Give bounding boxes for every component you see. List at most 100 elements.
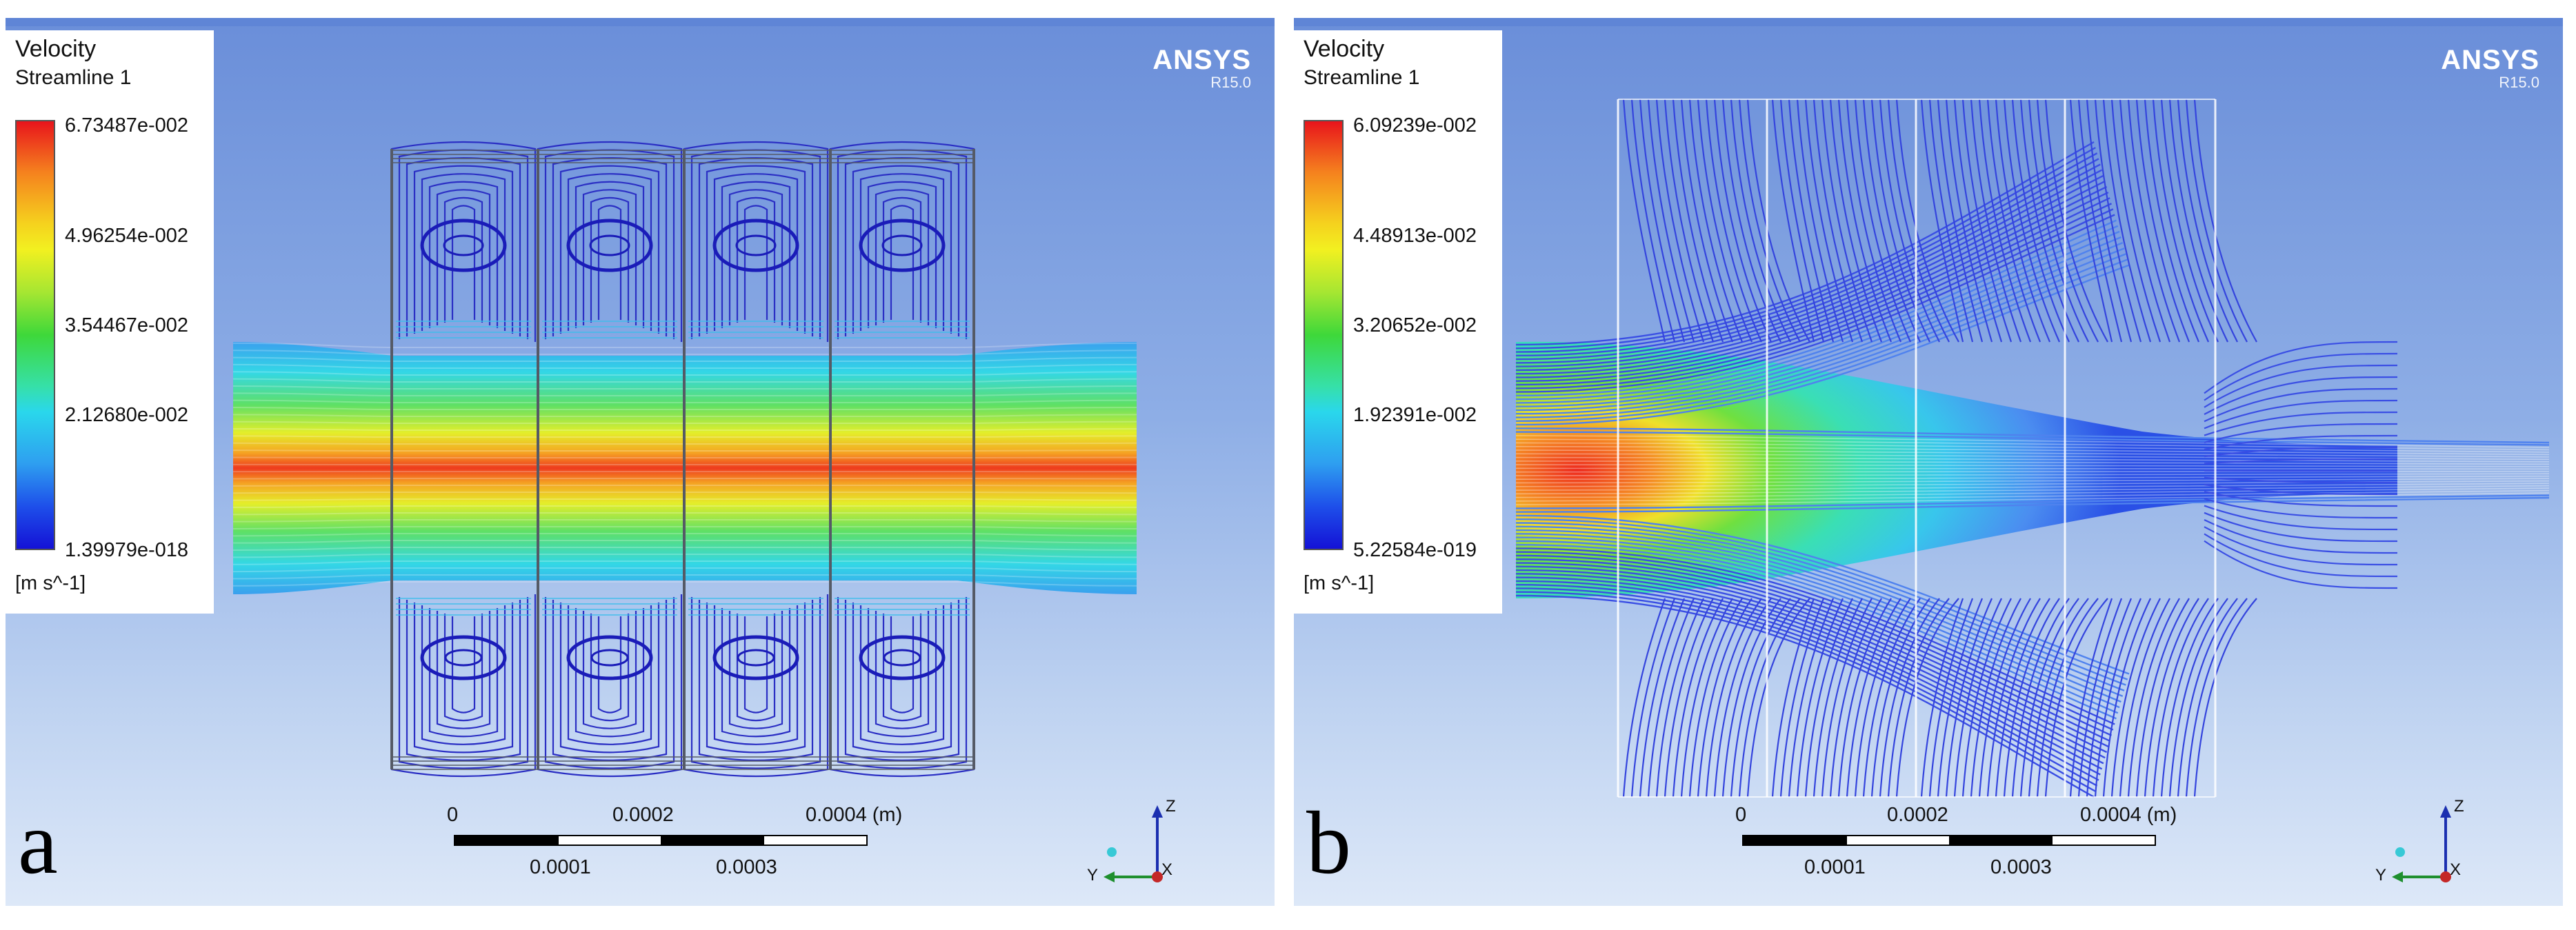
color-scale-bar xyxy=(15,120,55,550)
streamline-plot-b xyxy=(1515,99,2550,798)
cavity-streamline xyxy=(390,594,537,778)
streamline xyxy=(232,567,1137,573)
cavity-streamline xyxy=(721,608,791,738)
cavity-streamline xyxy=(690,149,821,339)
legend-tick: 3.54467e-002 xyxy=(65,314,188,336)
streamline xyxy=(1515,264,2130,426)
streamline xyxy=(1515,453,2550,461)
streamline xyxy=(232,581,1137,587)
streamline xyxy=(1515,219,2117,397)
cavity-streamline xyxy=(1895,598,1959,798)
cavity-streamline xyxy=(451,205,476,320)
cavity-streamline xyxy=(1920,598,1964,798)
streamline xyxy=(232,342,1137,348)
cavity-streamline xyxy=(559,603,660,754)
cavity-streamline xyxy=(590,614,630,722)
cavity-streamline xyxy=(1928,598,1974,798)
cavity-streamline xyxy=(2086,99,2133,343)
cavity-streamline xyxy=(1995,99,2051,343)
streamline xyxy=(1515,259,2128,422)
cavity-streamline xyxy=(713,605,799,745)
cavity-streamline xyxy=(1639,598,1686,798)
cavity-streamline xyxy=(844,600,960,761)
streamline xyxy=(1515,456,2550,463)
cavity-streamline xyxy=(1664,598,1714,798)
streamline xyxy=(1515,461,2550,465)
streamline xyxy=(1515,547,2115,725)
streamline xyxy=(232,371,1137,376)
cavity-streamline xyxy=(1788,99,1835,343)
streamline xyxy=(232,485,1137,487)
cavity-streamline xyxy=(2003,99,2061,343)
scale-label: 0.0003 xyxy=(716,856,777,878)
streamline xyxy=(1515,562,2109,748)
streamline xyxy=(1515,525,2125,691)
vortex-lower xyxy=(712,635,799,680)
legend-tick-max: 6.73487e-002 xyxy=(65,114,188,137)
cavity-streamline xyxy=(721,181,791,328)
cavity-streamline xyxy=(1672,598,1724,798)
cavity-streamline xyxy=(1738,99,1801,343)
cavity-streamline xyxy=(2044,99,2108,343)
cavity-streamline xyxy=(1622,598,1666,798)
streamline xyxy=(1515,147,2096,350)
streamline xyxy=(1515,518,2128,680)
cavity-streamline xyxy=(1630,598,1676,798)
streamline xyxy=(1515,449,2550,458)
streamline xyxy=(1515,438,2550,451)
cavity-streamline xyxy=(1920,99,1964,343)
cavity-streamline xyxy=(1655,99,1705,343)
cavity-streamline xyxy=(2185,99,2248,343)
cavity-streamline xyxy=(2160,598,2219,798)
cavity-streamline xyxy=(2110,598,2161,798)
cavity-streamline xyxy=(1821,598,1873,798)
scale-label: 0.0001 xyxy=(530,856,591,878)
panel-b: Velocity Streamline 1 6.09239e-002 4.489… xyxy=(1294,18,2563,906)
cavity-streamline xyxy=(829,594,975,778)
cavity-streamline xyxy=(2102,99,2152,343)
streamline xyxy=(1515,551,2114,731)
streamline xyxy=(1515,569,2106,759)
scale-label: 0.0004 (m) xyxy=(806,804,903,826)
legend-title: Velocity xyxy=(1304,36,1385,62)
streamline xyxy=(232,385,1137,390)
streamline xyxy=(232,554,1137,558)
scale-label: 0.0001 xyxy=(1804,856,1866,878)
scale-label: 0.0002 xyxy=(1887,804,1948,826)
streamline xyxy=(232,414,1137,417)
cavity-streamline xyxy=(837,149,968,339)
cavity-streamline xyxy=(582,611,637,729)
streamline xyxy=(232,407,1137,410)
cavity-streamline xyxy=(1697,99,1753,343)
cavity-streamline xyxy=(567,605,652,745)
streamline xyxy=(1515,485,2550,495)
cavity-streamline xyxy=(436,189,491,325)
subfigure-label: b xyxy=(1306,793,1351,893)
cavity-streamline xyxy=(2193,598,2257,798)
legend-b: Velocity Streamline 1 6.09239e-002 4.489… xyxy=(1294,30,1502,614)
cavity-streamline xyxy=(882,614,922,722)
legend-tick-max: 6.09239e-002 xyxy=(1353,114,1477,137)
cavity-streamline xyxy=(428,608,499,738)
streamline xyxy=(232,492,1137,494)
cavity-streamline xyxy=(728,611,783,729)
streamline-plot-a xyxy=(232,141,1137,778)
cavity-streamline xyxy=(1829,598,1882,798)
jet-flow-region xyxy=(1516,341,2397,598)
color-scale-bar xyxy=(1304,120,1344,550)
streamline xyxy=(232,356,1137,362)
cavity-streamline xyxy=(1746,99,1810,343)
legend-subtitle: Streamline 1 xyxy=(15,66,132,89)
cavity-streamline xyxy=(736,614,776,722)
cavity-streamline xyxy=(1879,99,1940,343)
streamline xyxy=(1515,473,2550,476)
cavity-streamline xyxy=(890,205,915,320)
cavity-streamline xyxy=(706,603,806,754)
cavity-streamline xyxy=(2077,99,2123,343)
legend-tick-min: 5.22584e-019 xyxy=(1353,539,1477,561)
cavity-streamline xyxy=(1862,99,1921,343)
cavity-streamline xyxy=(882,196,922,323)
cavity-streamline xyxy=(597,616,622,714)
streamline xyxy=(232,378,1137,383)
cavity-streamline xyxy=(1945,598,1993,798)
